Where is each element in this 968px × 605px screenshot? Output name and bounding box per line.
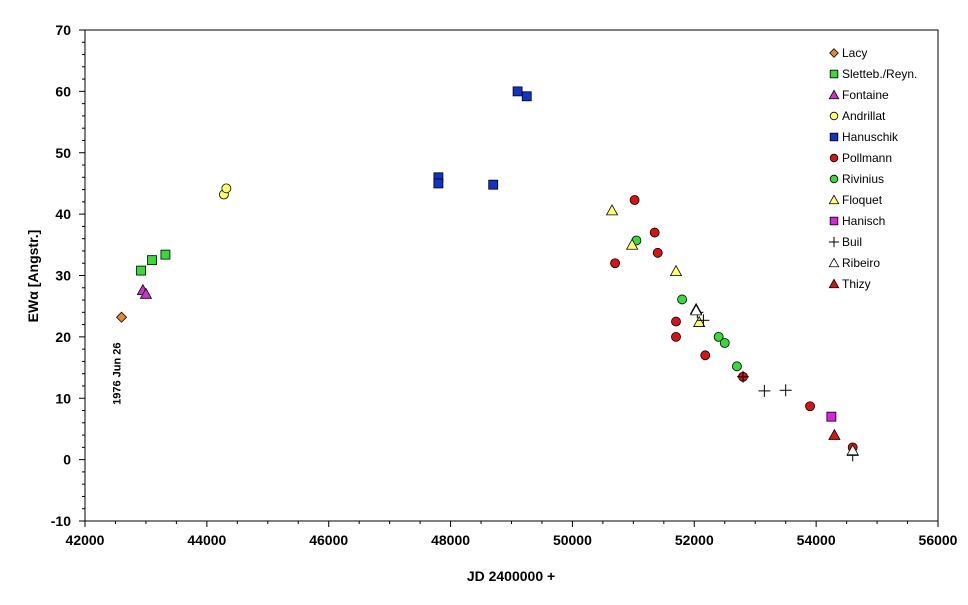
legend-marker-pollmann xyxy=(829,153,839,163)
data-point-buil xyxy=(737,370,750,383)
y-tick-label: 60 xyxy=(55,83,71,99)
plot-area xyxy=(84,29,939,522)
legend-marker-buil xyxy=(828,236,840,248)
y-axis-title-text: EW xyxy=(25,299,41,322)
data-point-pollmann xyxy=(610,258,620,269)
data-marks xyxy=(115,86,859,462)
legend-label-hanisch: Hanisch xyxy=(842,214,885,228)
x-tick-label: 44000 xyxy=(187,532,226,548)
legend-label-ribeiro: Ribeiro xyxy=(842,256,880,270)
data-point-pollmann xyxy=(671,331,681,342)
data-point-pollmann xyxy=(629,195,640,205)
data-point-floquet xyxy=(692,315,706,327)
data-point-ribeiro xyxy=(846,444,859,456)
legend-label-fontaine: Fontaine xyxy=(842,88,889,102)
x-tick-label: 48000 xyxy=(431,532,470,548)
x-axis-title: JD 2400000 + xyxy=(467,568,555,584)
legend-marker-floquet xyxy=(828,194,840,205)
data-point-pollmann xyxy=(652,247,663,258)
data-point-buil xyxy=(779,384,792,397)
data-point-sletteb-reyn xyxy=(147,255,157,266)
data-point-hanisch xyxy=(826,411,837,422)
legend-marker-lacy xyxy=(829,48,839,58)
legend-marker-ribeiro xyxy=(828,257,840,268)
legend-label-pollmann: Pollmann xyxy=(842,151,892,165)
x-tick-label: 52000 xyxy=(675,532,714,548)
legend-marker-hanuschik xyxy=(829,132,839,142)
legend-marker-hanisch xyxy=(829,216,839,226)
legend-label-hanuschik: Hanuschik xyxy=(842,130,899,144)
y-axis-title: EWα [Angstr.] xyxy=(25,230,41,323)
legend-marker-rivinius xyxy=(829,174,839,184)
y-tick-label: 70 xyxy=(55,22,71,38)
axes: 42000 44000 46000 48000 50000 52000 54000 56000… xyxy=(51,22,958,548)
y-tick-label: -10 xyxy=(51,513,71,529)
x-tick-label: 46000 xyxy=(309,532,348,548)
legend-label-floquet: Floquet xyxy=(842,193,883,207)
annotations: 1976 Jun 26 xyxy=(112,343,124,405)
data-point-rivinius xyxy=(713,331,724,342)
y-tick-label: 0 xyxy=(63,452,71,468)
x-tick-label: 54000 xyxy=(797,532,836,548)
data-point-pollmann xyxy=(805,401,815,412)
legend-label-lacy: Lacy xyxy=(842,46,867,60)
data-point-floquet xyxy=(669,264,683,277)
legend-marker-fontaine xyxy=(828,89,840,100)
legend-marker-sletteb-reyn xyxy=(829,69,839,79)
data-point-hanuschik xyxy=(433,178,444,189)
legend-label-buil: Buil xyxy=(842,235,862,249)
x-tick-label: 50000 xyxy=(553,532,592,548)
y-tick-label: 30 xyxy=(55,268,71,284)
legend-label-sletteb-reyn: Sletteb./Reyn. xyxy=(842,67,917,81)
data-point-pollmann xyxy=(700,350,711,361)
y-tick-label: 10 xyxy=(55,390,71,406)
y-tick-label: 20 xyxy=(55,329,71,345)
legend-marker-andrillat xyxy=(829,111,839,121)
data-point-ribeiro xyxy=(689,304,703,316)
x-tick-label: 56000 xyxy=(919,532,958,548)
data-point-rivinius xyxy=(719,338,730,348)
data-point-rivinius xyxy=(677,294,687,305)
data-point-hanuschik xyxy=(521,91,532,102)
legend-label-andrillat: Andrillat xyxy=(842,109,886,123)
data-point-rivinius xyxy=(732,361,742,372)
data-point-thizy xyxy=(828,428,841,440)
data-point-andrillat xyxy=(221,183,232,194)
data-point-pollmann xyxy=(671,316,681,327)
y-axis-title-unit: [Angstr.] xyxy=(25,230,41,291)
legend-label-thizy: Thizy xyxy=(842,277,871,291)
y-tick-label: 50 xyxy=(55,145,71,161)
data-point-sletteb-reyn xyxy=(160,249,171,260)
legend-marker-thizy xyxy=(828,278,840,289)
data-point-floquet xyxy=(605,204,619,216)
data-point-fontaine xyxy=(139,287,153,299)
y-axis-title-symbol: α xyxy=(25,291,41,300)
legend: Lacy Sletteb./Reyn. Fontaine Andrillat Hanus… xyxy=(828,46,917,291)
date-annotation: 1976 Jun 26 xyxy=(112,343,124,405)
data-point-hanuschik xyxy=(512,86,523,97)
data-point-sletteb-reyn xyxy=(136,265,146,276)
data-point-buil xyxy=(697,314,710,327)
y-tick-label: 40 xyxy=(55,206,71,222)
data-point-lacy xyxy=(115,311,128,323)
data-point-pollmann xyxy=(649,227,660,238)
x-tick-label: 42000 xyxy=(66,532,105,548)
data-point-buil xyxy=(758,384,771,397)
data-point-hanuschik xyxy=(488,179,499,190)
data-point-floquet xyxy=(625,238,639,250)
legend-label-rivinius: Rivinius xyxy=(842,172,884,186)
